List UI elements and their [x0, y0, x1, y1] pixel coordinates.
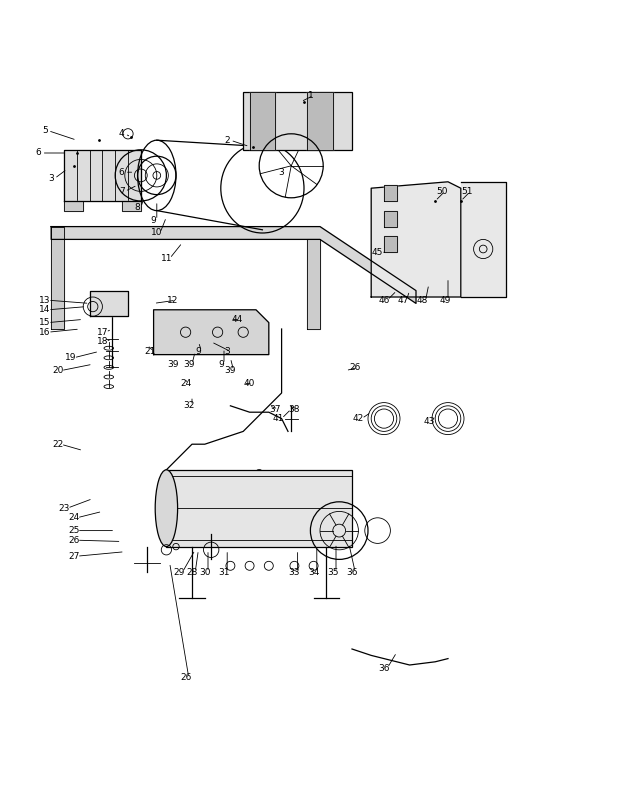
Text: 26: 26: [349, 363, 361, 372]
Polygon shape: [307, 92, 333, 150]
Text: 24: 24: [68, 513, 79, 523]
Polygon shape: [371, 182, 461, 297]
Polygon shape: [90, 291, 128, 316]
Text: 43: 43: [423, 417, 435, 426]
Text: 49: 49: [439, 296, 451, 305]
Text: 30: 30: [199, 567, 211, 577]
Text: 1: 1: [308, 91, 313, 100]
Text: 31: 31: [218, 567, 230, 577]
Text: 2: 2: [225, 136, 230, 145]
Text: 3: 3: [49, 174, 54, 183]
Text: 39: 39: [183, 360, 195, 369]
Polygon shape: [166, 470, 352, 546]
Text: 23: 23: [58, 504, 70, 512]
Polygon shape: [461, 182, 506, 297]
Ellipse shape: [246, 470, 272, 546]
Text: 39: 39: [167, 360, 179, 369]
Text: 44: 44: [231, 315, 243, 324]
Text: 3: 3: [279, 167, 284, 177]
Text: 41: 41: [273, 414, 284, 423]
Text: 29: 29: [173, 567, 185, 577]
Text: 46: 46: [378, 296, 390, 305]
Text: 3: 3: [225, 347, 230, 356]
Text: 15: 15: [39, 318, 51, 327]
Text: 17: 17: [97, 328, 108, 336]
Text: 48: 48: [417, 296, 428, 305]
Polygon shape: [243, 92, 352, 150]
Text: 9: 9: [196, 347, 201, 356]
Text: 37: 37: [269, 405, 281, 413]
Polygon shape: [51, 226, 416, 303]
Text: 10: 10: [151, 229, 163, 237]
Text: 7: 7: [119, 187, 124, 196]
Text: 20: 20: [52, 366, 63, 375]
Text: 6: 6: [36, 149, 41, 157]
Text: 9: 9: [218, 360, 223, 369]
Polygon shape: [384, 185, 397, 201]
Text: 18: 18: [97, 337, 108, 347]
Text: 27: 27: [68, 552, 79, 560]
Text: 42: 42: [353, 414, 364, 423]
Polygon shape: [64, 150, 141, 201]
Text: 51: 51: [461, 187, 473, 196]
Text: 12: 12: [167, 296, 179, 305]
Text: 4: 4: [119, 130, 124, 138]
Text: 36: 36: [346, 567, 358, 577]
Text: 26: 26: [180, 674, 191, 682]
Polygon shape: [51, 226, 64, 329]
Polygon shape: [154, 310, 269, 354]
Text: 32: 32: [183, 402, 195, 410]
Text: 40: 40: [244, 379, 255, 388]
Text: 26: 26: [68, 536, 79, 545]
Text: 38: 38: [289, 405, 300, 413]
Polygon shape: [307, 240, 320, 329]
Text: 50: 50: [436, 187, 447, 196]
Text: 35: 35: [327, 567, 339, 577]
Text: 21: 21: [145, 347, 156, 356]
Text: 33: 33: [289, 567, 300, 577]
Polygon shape: [384, 211, 397, 226]
Text: 6: 6: [119, 167, 124, 177]
Text: 16: 16: [39, 328, 51, 336]
Text: 9: 9: [151, 215, 156, 225]
Text: 47: 47: [397, 296, 409, 305]
Text: 8: 8: [135, 203, 140, 212]
Text: 39: 39: [225, 366, 236, 375]
Text: 25: 25: [68, 526, 79, 535]
Polygon shape: [250, 92, 275, 150]
Polygon shape: [122, 201, 141, 211]
Text: 14: 14: [39, 305, 51, 314]
Text: 28: 28: [186, 567, 198, 577]
Text: 13: 13: [39, 296, 51, 305]
Polygon shape: [384, 237, 397, 252]
Ellipse shape: [156, 470, 178, 546]
Text: 24: 24: [180, 379, 191, 388]
Text: 22: 22: [52, 439, 63, 449]
Text: 11: 11: [161, 254, 172, 263]
Text: 5: 5: [42, 126, 47, 135]
Text: 34: 34: [308, 567, 319, 577]
Text: 36: 36: [378, 663, 390, 673]
Polygon shape: [64, 201, 83, 211]
Text: 45: 45: [372, 248, 383, 257]
Text: 19: 19: [65, 353, 76, 362]
